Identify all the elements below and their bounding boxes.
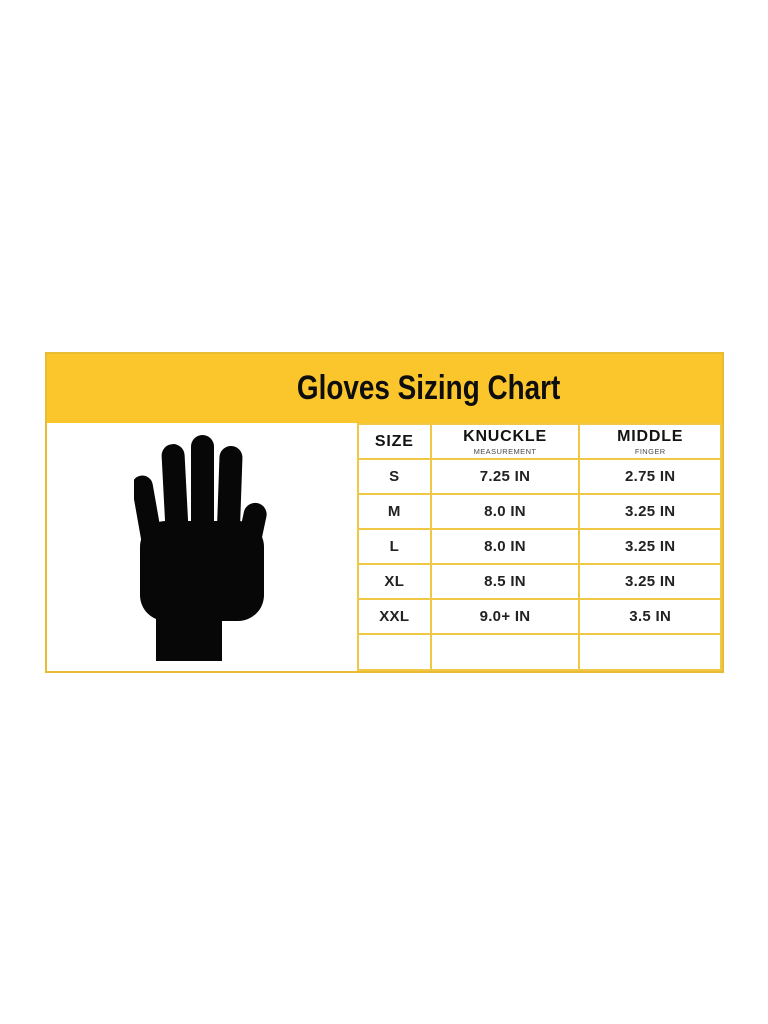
middle-finger-cell: 3.25 IN [578,493,722,530]
middle-finger-cell: 3.5 IN [578,598,722,635]
knuckle-cell: 8.5 IN [429,563,581,600]
size-value: L [389,537,400,555]
knuckle-cell: 7.25 IN [429,458,581,495]
size-cell: S [357,458,432,495]
knuckle-cell: 8.0 IN [429,528,581,565]
measurement-value: 8.0 IN [484,502,526,520]
size-column-label: SIZE [374,432,414,450]
size-value: XXL [379,607,410,625]
table-row: S 7.25 IN 2.75 IN [357,458,722,495]
middle-finger-cell [578,633,722,671]
measurement-value: 8.0 IN [484,537,526,555]
middle-finger-cell: 2.75 IN [578,458,722,495]
size-cell: M [357,493,432,530]
middle-column-label: MIDDLE [617,427,684,445]
size-value: M [387,502,401,520]
table-row [357,633,722,671]
chart-body: SIZE KNUCKLE MEASUREMENT MIDDLE FINGER S… [47,423,722,671]
sizing-table: SIZE KNUCKLE MEASUREMENT MIDDLE FINGER S… [357,423,722,671]
size-cell: XL [357,563,432,600]
table-header-row: SIZE KNUCKLE MEASUREMENT MIDDLE FINGER [357,423,722,460]
measurement-value: 2.75 IN [624,467,676,485]
measurement-value: 3.25 IN [624,572,676,590]
table-body: S 7.25 IN 2.75 IN M 8.0 IN 3.25 IN L 8.0 IN 3.25… [357,458,722,671]
measurement-value: 3.25 IN [624,502,676,520]
middle-column-sublabel: FINGER [634,446,666,456]
knuckle-cell: 9.0+ IN [429,598,581,635]
measurement-value: 7.25 IN [479,467,531,485]
hand-silhouette-icon [134,435,267,661]
chart-title: Gloves Sizing Chart [296,369,561,407]
table-row: XXL 9.0+ IN 3.5 IN [357,598,722,635]
table-row: L 8.0 IN 3.25 IN [357,528,722,565]
middle-finger-cell: 3.25 IN [578,563,722,600]
size-value: S [389,467,400,485]
chart-header-band: Gloves Sizing Chart [47,354,722,423]
column-header-middle: MIDDLE FINGER [578,423,722,460]
size-cell [357,633,432,671]
hand-illustration-panel [47,423,357,671]
measurement-value: 8.5 IN [484,572,526,590]
measurement-value: 3.25 IN [624,537,676,555]
middle-finger-cell: 3.25 IN [578,528,722,565]
size-value: XL [384,572,405,590]
size-cell: L [357,528,432,565]
table-row: XL 8.5 IN 3.25 IN [357,563,722,600]
knuckle-column-sublabel: MEASUREMENT [473,446,537,456]
knuckle-column-label: KNUCKLE [463,427,547,445]
size-cell: XXL [357,598,432,635]
column-header-size: SIZE [357,423,432,460]
gloves-sizing-chart: Gloves Sizing Chart [45,352,724,673]
knuckle-cell [429,633,581,671]
measurement-value: 3.5 IN [629,607,672,625]
knuckle-cell: 8.0 IN [429,493,581,530]
table-row: M 8.0 IN 3.25 IN [357,493,722,530]
measurement-value: 9.0+ IN [479,607,531,625]
column-header-knuckle: KNUCKLE MEASUREMENT [429,423,581,460]
